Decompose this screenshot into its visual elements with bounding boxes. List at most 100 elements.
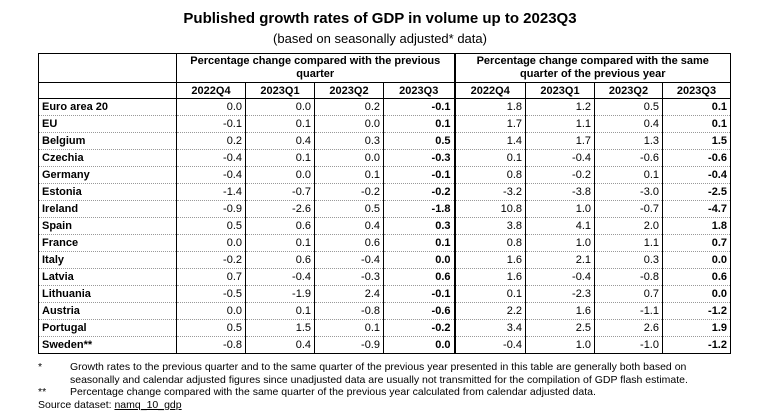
prev-year-value: -1.0: [594, 336, 663, 354]
prev-year-value: -0.6: [662, 149, 731, 167]
prev-quarter-value: 0.1: [383, 234, 455, 252]
table-subtitle: (based on seasonally adjusted* data): [273, 31, 487, 46]
table-row: Portugal 0.5 1.5 0.1 -0.2 3.4 2.5 2.6 1.9: [38, 319, 731, 337]
prev-year-value: 0.7: [662, 234, 731, 252]
prev-year-value: -4.7: [662, 200, 731, 218]
prev-quarter-value: 0.0: [383, 336, 455, 354]
prev-year-value: 0.8: [453, 166, 526, 184]
prev-year-value: -0.7: [594, 200, 663, 218]
prev-year-value: -3.8: [525, 183, 595, 201]
prev-quarter-value: -0.1: [383, 285, 455, 303]
prev-quarter-value: 0.5: [176, 217, 246, 235]
prev-quarter-value: 0.1: [383, 115, 455, 133]
prev-year-value: 0.1: [453, 149, 526, 167]
table-row: EU -0.1 0.1 0.0 0.1 1.7 1.1 0.4 0.1: [38, 115, 731, 133]
country-name: Czechia: [38, 149, 177, 167]
prev-year-value: 0.3: [594, 251, 663, 269]
prev-quarter-value: 0.5: [383, 132, 455, 150]
prev-year-value: -1.1: [594, 302, 663, 320]
quarter-header: 2023Q2: [314, 82, 384, 99]
footnotes: * Growth rates to the previous quarter a…: [38, 361, 738, 411]
prev-year-value: 0.4: [594, 115, 663, 133]
table-row: Belgium 0.2 0.4 0.3 0.5 1.4 1.7 1.3 1.5: [38, 132, 731, 150]
quarter-header: 2022Q4: [453, 82, 526, 99]
prev-quarter-value: -0.1: [383, 166, 455, 184]
prev-quarter-value: 0.3: [314, 132, 384, 150]
table-row: Ireland -0.9 -2.6 0.5 -1.8 10.8 1.0 -0.7 -4.7: [38, 200, 731, 218]
prev-year-value: 1.6: [453, 251, 526, 269]
prev-year-value: 1.1: [594, 234, 663, 252]
prev-quarter-value: -0.6: [383, 302, 455, 320]
table-row: Czechia -0.4 0.1 0.0 -0.3 0.1 -0.4 -0.6 -0.6: [38, 149, 731, 167]
prev-quarter-value: 0.5: [314, 200, 384, 218]
prev-year-value: -3.2: [453, 183, 526, 201]
country-name: Latvia: [38, 268, 177, 286]
table-row: Austria 0.0 0.1 -0.8 -0.6 2.2 1.6 -1.1 -1.2: [38, 302, 731, 320]
country-name: France: [38, 234, 177, 252]
footnote-1: * Growth rates to the previous quarter a…: [38, 361, 738, 386]
prev-quarter-value: -0.3: [383, 149, 455, 167]
corner-cell: [39, 54, 177, 83]
prev-quarter-value: -0.3: [314, 268, 384, 286]
prev-year-value: -1.2: [662, 302, 731, 320]
prev-quarter-value: 0.6: [245, 217, 315, 235]
prev-year-value: -0.6: [594, 149, 663, 167]
quarter-header: 2023Q3: [383, 82, 455, 99]
prev-quarter-value: 0.0: [314, 149, 384, 167]
prev-quarter-value: 0.6: [245, 251, 315, 269]
prev-quarter-value: -0.4: [176, 166, 246, 184]
footnote-2-mark: **: [38, 386, 47, 398]
country-name: Euro area 20: [38, 98, 177, 116]
table-row: Germany -0.4 0.0 0.1 -0.1 0.8 -0.2 0.1 -0.4: [38, 166, 731, 184]
country-name: Germany: [38, 166, 177, 184]
prev-quarter-value: 0.3: [383, 217, 455, 235]
prev-quarter-value: -1.8: [383, 200, 455, 218]
quarter-header: 2023Q2: [594, 82, 663, 99]
prev-quarter-value: -0.4: [314, 251, 384, 269]
prev-quarter-value: 0.1: [245, 149, 315, 167]
prev-year-value: 0.0: [662, 251, 731, 269]
prev-quarter-value: 1.5: [245, 319, 315, 337]
prev-year-value: -3.0: [594, 183, 663, 201]
prev-year-value: -0.4: [525, 149, 595, 167]
prev-year-value: -2.5: [662, 183, 731, 201]
footnote-1-text: Growth rates to the previous quarter and…: [70, 361, 688, 386]
country-name: Estonia: [38, 183, 177, 201]
prev-quarter-value: -0.2: [314, 183, 384, 201]
country-name: Sweden**: [38, 336, 177, 354]
prev-quarter-value: 0.2: [176, 132, 246, 150]
source-dataset-link[interactable]: namq_10_gdp: [114, 398, 182, 411]
source-label: Source dataset:: [38, 398, 112, 411]
group-header-prev-quarter: Percentage change compared with the prev…: [176, 53, 455, 83]
prev-quarter-value: -0.2: [383, 319, 455, 337]
prev-quarter-value: -0.5: [176, 285, 246, 303]
prev-quarter-value: -0.9: [314, 336, 384, 354]
prev-quarter-value: -0.8: [314, 302, 384, 320]
prev-quarter-value: 0.0: [383, 251, 455, 269]
prev-year-value: 0.1: [453, 285, 526, 303]
prev-year-value: 0.1: [662, 98, 731, 116]
prev-quarter-value: 2.4: [314, 285, 384, 303]
table-row: Estonia -1.4 -0.7 -0.2 -0.2 -3.2 -3.8 -3.0 -2.5: [38, 183, 731, 201]
prev-quarter-value: -0.2: [176, 251, 246, 269]
prev-year-value: -1.2: [662, 336, 731, 354]
footnote-2-text: Percentage change compared with the same…: [70, 386, 596, 398]
prev-quarter-value: 0.4: [245, 336, 315, 354]
prev-year-value: 1.8: [453, 98, 526, 116]
gdp-growth-table: Percentage change compared with the prev…: [38, 53, 731, 354]
country-name: Portugal: [38, 319, 177, 337]
quarter-header: 2023Q3: [662, 82, 731, 99]
quarter-header: 2023Q1: [245, 82, 315, 99]
prev-year-value: 10.8: [453, 200, 526, 218]
prev-quarter-value: -2.6: [245, 200, 315, 218]
prev-year-value: -0.4: [662, 166, 731, 184]
prev-year-value: 0.6: [662, 268, 731, 286]
prev-year-value: 3.8: [453, 217, 526, 235]
prev-year-value: 1.6: [453, 268, 526, 286]
prev-quarter-value: 0.0: [245, 98, 315, 116]
prev-year-value: 0.1: [662, 115, 731, 133]
prev-quarter-value: 0.4: [314, 217, 384, 235]
group-header-prev-year: Percentage change compared with the same…: [453, 53, 731, 83]
prev-quarter-value: -0.7: [245, 183, 315, 201]
prev-quarter-value: -0.8: [176, 336, 246, 354]
